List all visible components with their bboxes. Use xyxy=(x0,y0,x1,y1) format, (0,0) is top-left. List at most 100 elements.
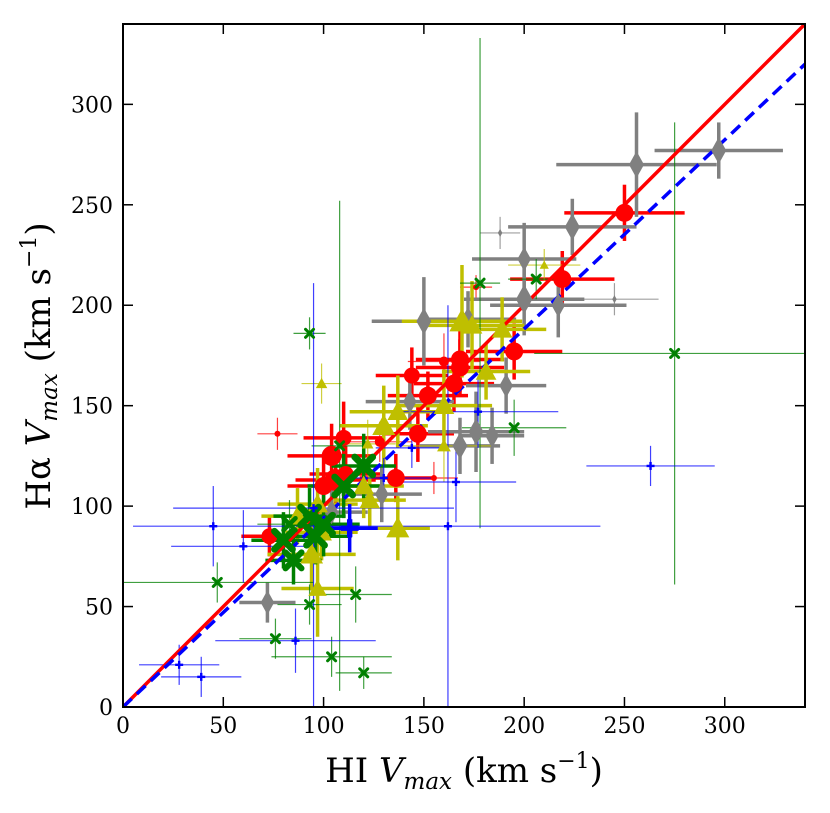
plus-marker xyxy=(340,519,359,538)
circle-marker xyxy=(450,358,469,377)
data-markers xyxy=(175,137,727,681)
triangle-marker xyxy=(308,579,327,596)
x-marker xyxy=(271,527,296,553)
triangle-marker xyxy=(359,489,381,509)
x-marker xyxy=(351,453,377,479)
x-marker-stroke xyxy=(669,347,681,359)
triangle-marker xyxy=(539,260,549,269)
plus-marker xyxy=(209,522,218,531)
x-marker xyxy=(304,327,316,339)
x-tick-label: 50 xyxy=(209,714,237,739)
x-marker-stroke xyxy=(350,589,362,601)
diamond-marker xyxy=(612,295,617,304)
y-tick-label: 50 xyxy=(85,596,113,621)
plus-marker xyxy=(407,443,416,452)
x-marker xyxy=(303,523,328,549)
triangle-marker xyxy=(461,314,483,334)
triangle-marker xyxy=(491,318,513,338)
plus-marker xyxy=(197,672,206,681)
fit-line-dashed xyxy=(123,62,805,707)
x-marker xyxy=(326,651,338,663)
y-axis-ticks: 0 50 100 150 200 250 300 xyxy=(71,93,805,721)
x-marker xyxy=(358,667,370,679)
x-marker-stroke xyxy=(351,453,377,479)
diamond-marker xyxy=(517,246,531,272)
x-marker xyxy=(334,440,346,452)
triangle-marker xyxy=(387,401,409,420)
diamond-marker xyxy=(711,137,727,165)
x-marker xyxy=(282,549,305,572)
plus-marker xyxy=(291,636,300,645)
diamond-marker xyxy=(564,213,580,241)
x-marker-stroke xyxy=(474,277,486,289)
x-axis-label: HI Vmax (km s−1) xyxy=(325,749,603,795)
diamond-marker xyxy=(551,293,566,318)
x-marker-stroke xyxy=(282,549,305,572)
x-marker xyxy=(281,515,298,533)
plus-marker xyxy=(309,504,318,513)
plus-marker xyxy=(646,461,655,470)
circle-marker xyxy=(386,468,405,487)
x-marker-stroke xyxy=(297,503,322,529)
y-axis-label: Hα Vmax (km s−1) xyxy=(17,222,63,509)
x-marker xyxy=(211,576,223,588)
y-tick-label: 250 xyxy=(71,194,113,219)
plus-marker xyxy=(474,407,483,416)
x-marker-stroke xyxy=(281,515,298,533)
plus-marker xyxy=(175,660,184,669)
y-tick-label: 100 xyxy=(71,495,113,520)
error-bars xyxy=(123,38,805,707)
diamond-marker xyxy=(499,373,513,398)
x-marker xyxy=(331,473,357,499)
circle-marker xyxy=(615,203,634,222)
x-marker-stroke xyxy=(303,523,328,549)
triangle-marker xyxy=(361,438,374,449)
x-marker-stroke xyxy=(269,633,281,645)
x-marker xyxy=(669,347,681,359)
circle-marker xyxy=(438,356,449,367)
x-marker-stroke xyxy=(331,473,357,499)
diamond-marker xyxy=(485,423,499,448)
diamond-marker xyxy=(629,151,645,179)
x-marker-stroke xyxy=(304,599,316,611)
diamond-marker xyxy=(375,481,389,507)
plot-area xyxy=(123,24,805,707)
x-marker xyxy=(350,589,362,601)
circle-marker xyxy=(274,430,281,437)
plot-frame xyxy=(122,23,806,708)
x-tick-label: 250 xyxy=(603,714,645,739)
x-tick-label: 0 xyxy=(116,714,130,739)
x-marker-stroke xyxy=(211,576,223,588)
x-marker xyxy=(508,422,520,434)
x-marker-stroke xyxy=(334,440,346,452)
diamond-marker xyxy=(403,389,417,414)
triangle-marker xyxy=(433,395,455,414)
x-tick-label: 300 xyxy=(704,714,746,739)
x-marker xyxy=(530,273,542,285)
x-tick-label: 100 xyxy=(303,714,345,739)
triangle-marker xyxy=(353,475,375,495)
triangle-marker xyxy=(437,438,451,452)
y-tick-label: 300 xyxy=(71,93,113,118)
circle-marker xyxy=(430,474,437,481)
circle-marker xyxy=(314,477,333,496)
x-marker-stroke xyxy=(358,667,370,679)
circle-marker xyxy=(374,436,385,447)
circle-marker xyxy=(408,424,427,443)
x-marker-stroke xyxy=(326,651,338,663)
y-tick-label: 150 xyxy=(71,395,113,420)
diamond-marker xyxy=(416,307,432,335)
diamond-marker xyxy=(515,284,533,315)
circle-marker xyxy=(403,367,420,384)
triangle-marker xyxy=(372,414,396,435)
x-marker xyxy=(269,633,281,645)
triangle-marker xyxy=(386,516,410,538)
x-marker-stroke xyxy=(508,422,520,434)
x-axis-ticks: 0 50 100 150 200 250 300 xyxy=(116,24,746,739)
x-marker-stroke xyxy=(304,327,316,339)
circle-marker xyxy=(335,429,352,446)
y-tick-label: 200 xyxy=(71,294,113,319)
x-tick-label: 200 xyxy=(503,714,545,739)
x-marker xyxy=(304,599,316,611)
plus-marker xyxy=(451,478,460,487)
